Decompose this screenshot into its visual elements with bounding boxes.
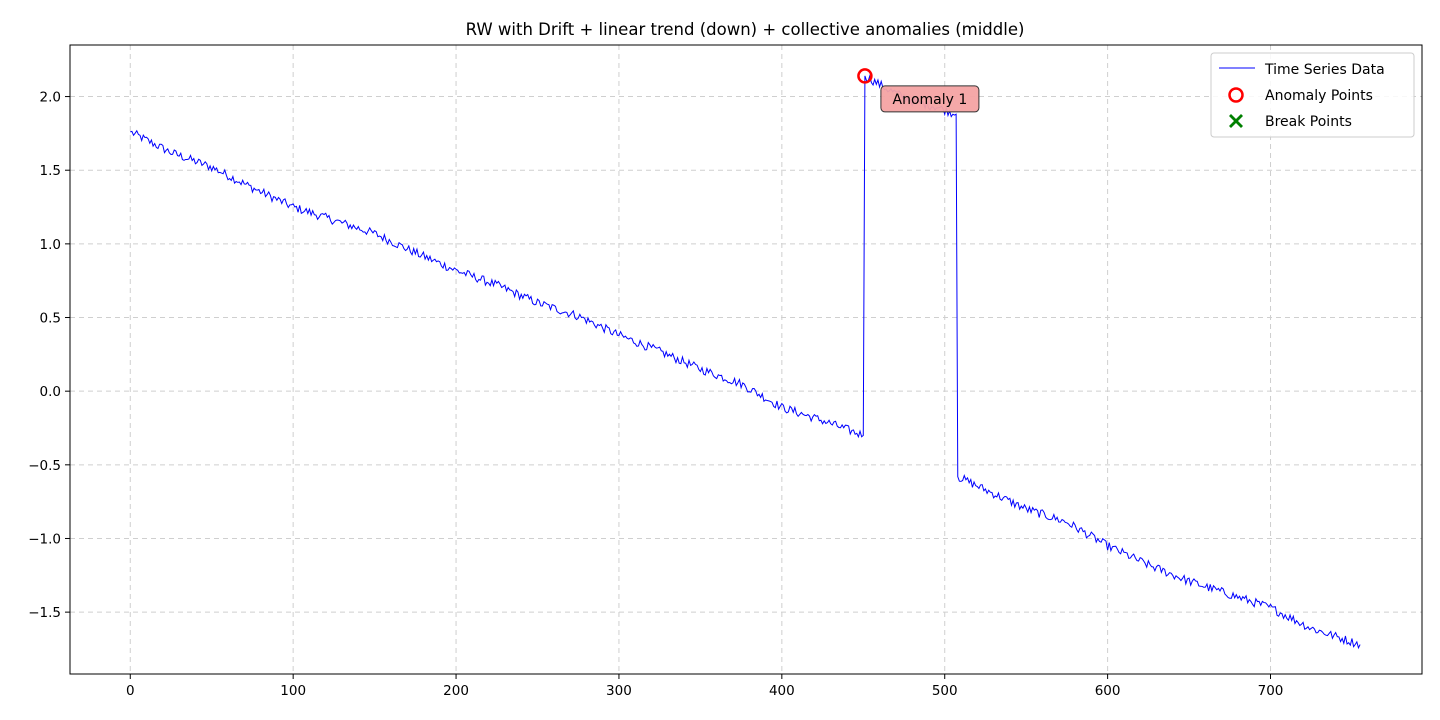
y-tick-label: 0.5 — [40, 311, 61, 327]
x-tick-label: 400 — [769, 683, 795, 699]
legend: Time Series Data Anomaly Points Break Poin… — [1210, 52, 1415, 138]
legend-label-anomaly-points: Anomaly Points — [1265, 88, 1373, 104]
x-tick-label: 0 — [126, 683, 135, 699]
y-tick-label: 1.0 — [40, 237, 61, 253]
legend-box — [1210, 52, 1415, 138]
y-tick-label: −1.0 — [28, 531, 61, 547]
x-tick-label: 300 — [606, 683, 632, 699]
y-tick-label: 1.5 — [40, 163, 61, 179]
grid-lines — [70, 45, 1422, 674]
chart-title: RW with Drift + linear trend (down) + co… — [466, 20, 1025, 39]
y-tick-label: 0.0 — [40, 384, 61, 400]
y-tick-label: 2.0 — [40, 90, 61, 106]
legend-swatch-anomaly — [1228, 87, 1244, 103]
annotation-box — [880, 85, 980, 113]
x-tick-label: 600 — [1095, 683, 1121, 699]
series-line-time-series-data — [130, 73, 1361, 650]
legend-label-break-points: Break Points — [1265, 114, 1352, 130]
annotations: Anomaly 1 — [880, 85, 980, 113]
legend-swatch-break-b — [1229, 114, 1243, 128]
x-tick-label: 700 — [1258, 683, 1284, 699]
y-tick-label: −0.5 — [28, 458, 61, 474]
plot-frame — [69, 44, 1423, 675]
x-tick-label: 200 — [443, 683, 469, 699]
legend-label-time-series-data: Time Series Data — [1264, 62, 1385, 78]
annotation-label: Anomaly 1 — [893, 92, 968, 108]
x-tick-label: 500 — [932, 683, 958, 699]
y-tick-label: −1.5 — [28, 605, 61, 621]
axis-ticks: 0 100 200 300 400 500 600 700 −1.5 −1.0 −0.5 0.0 0.5… — [28, 90, 1283, 699]
plot-data — [130, 68, 1361, 650]
x-tick-label: 100 — [280, 683, 306, 699]
anomaly-point-marker — [857, 68, 873, 84]
